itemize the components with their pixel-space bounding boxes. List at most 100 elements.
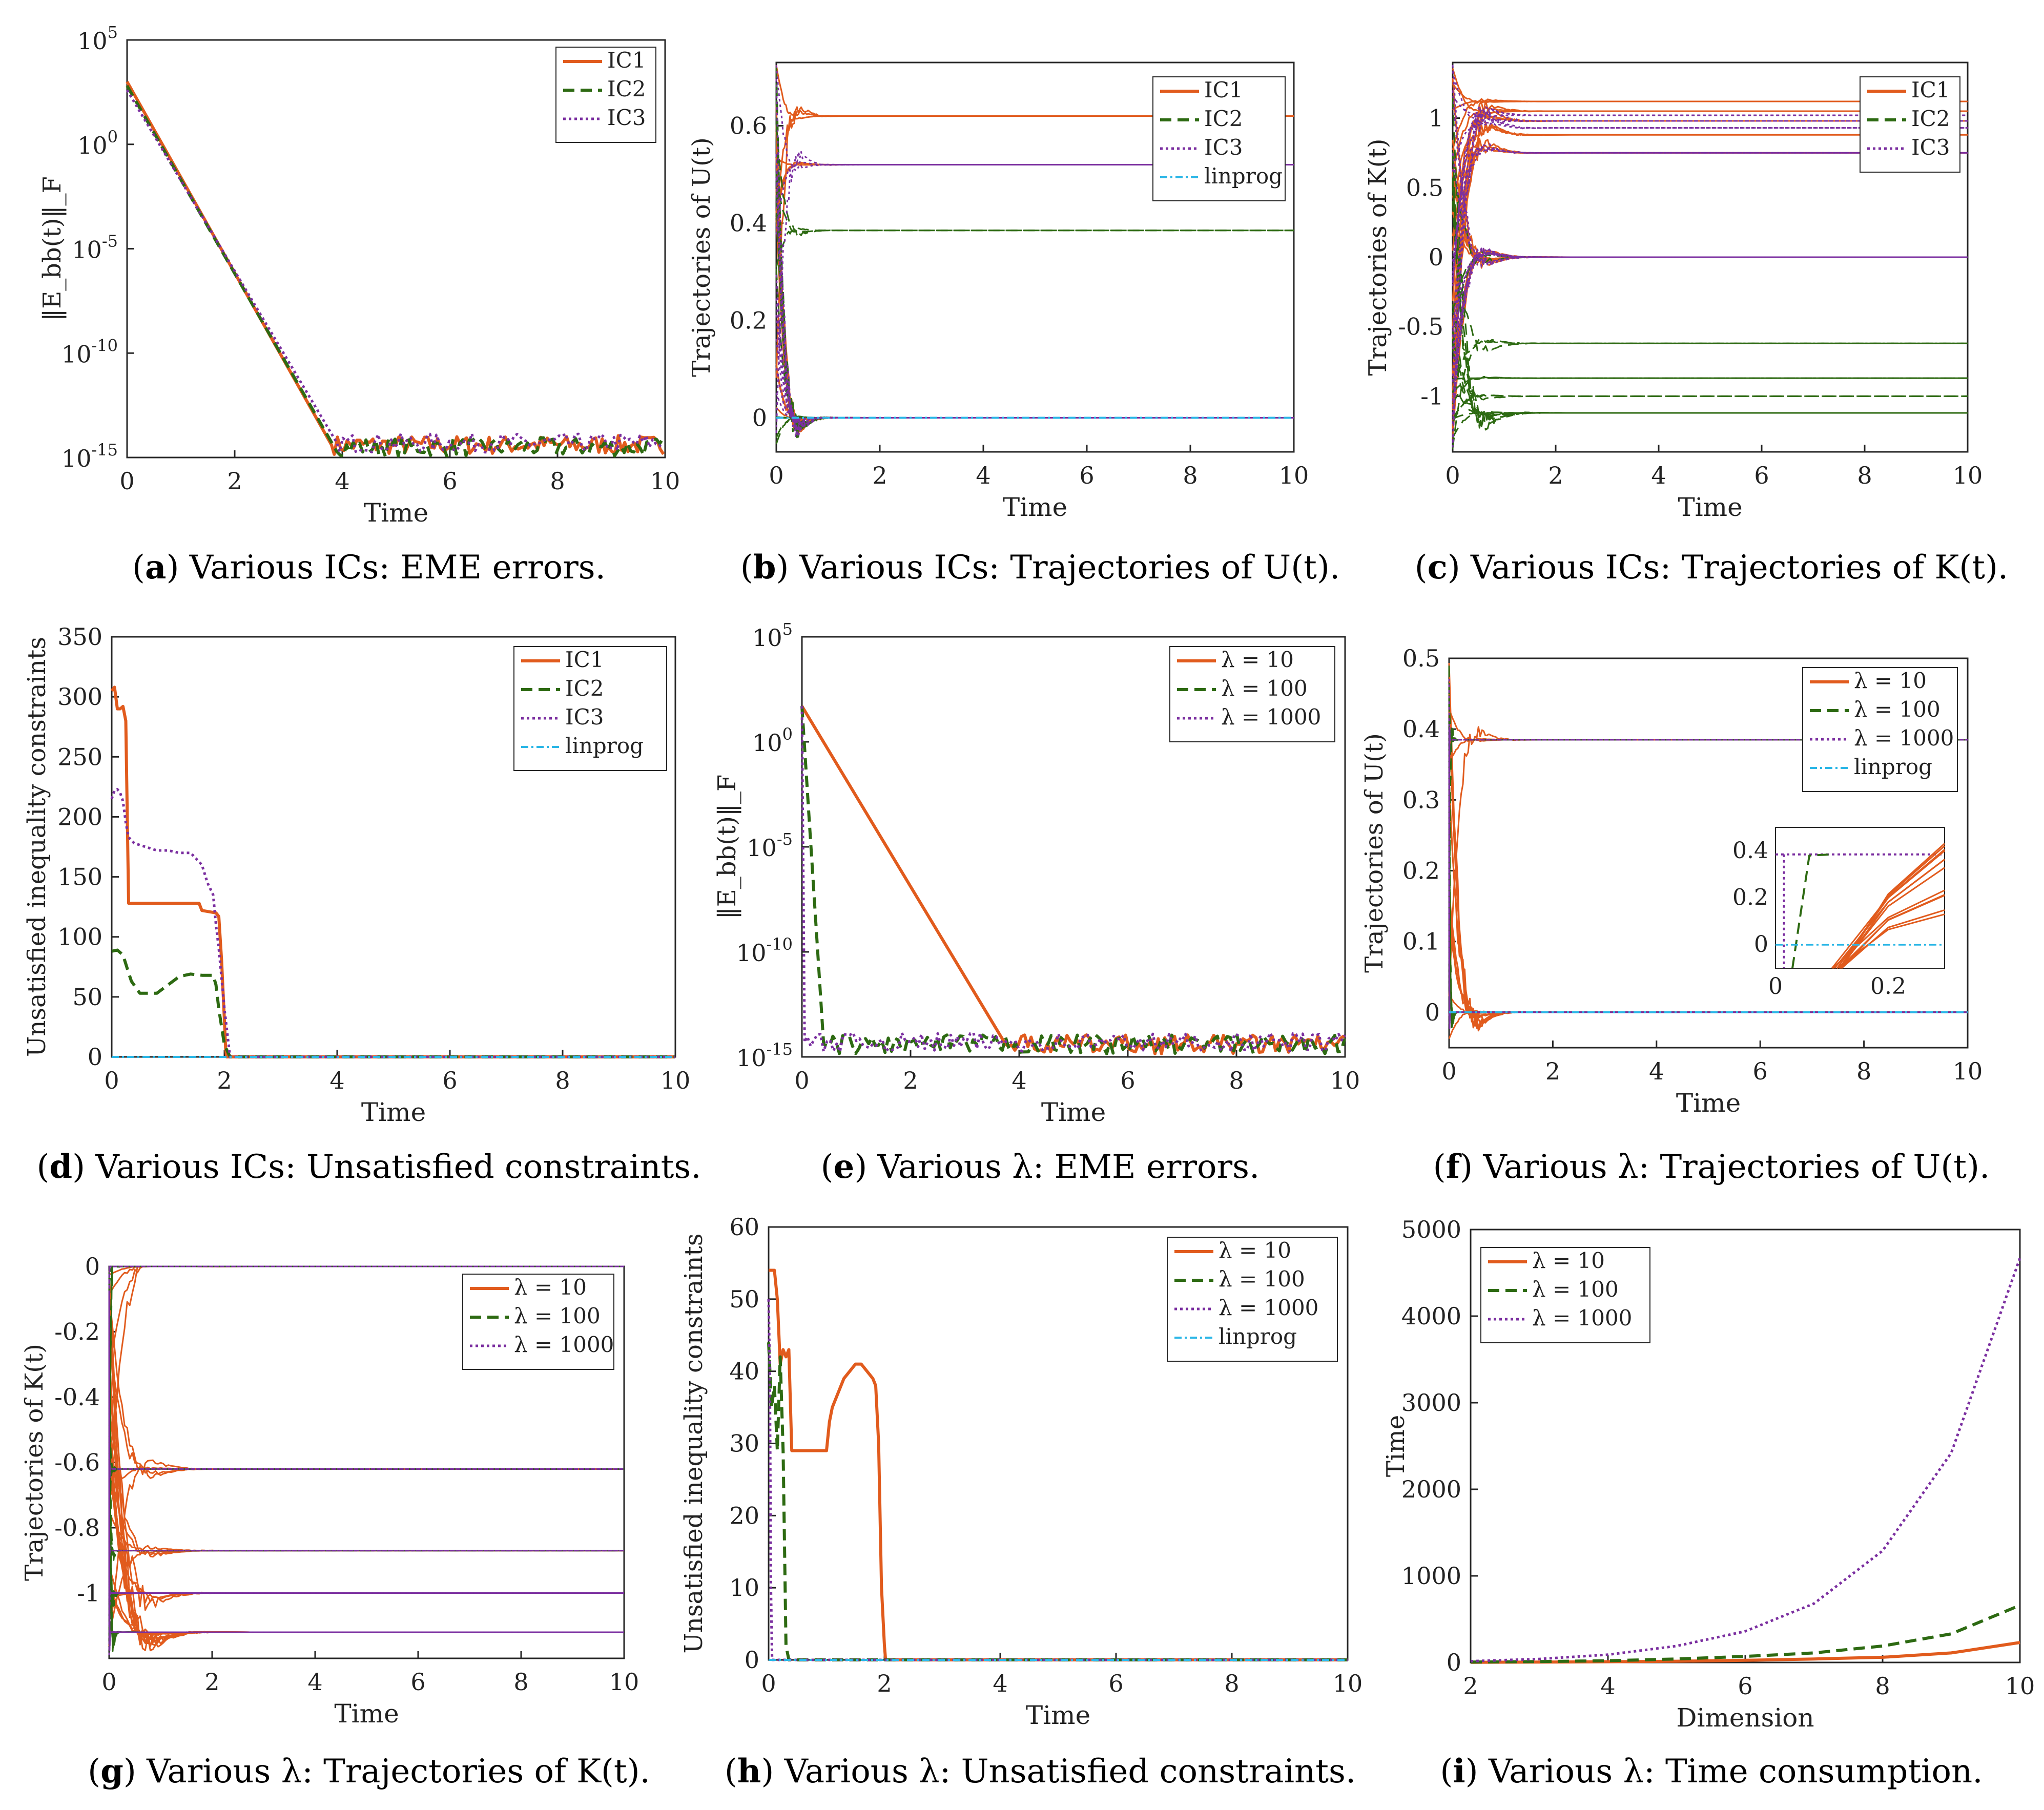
x-tick-label: 10 bbox=[1330, 1067, 1360, 1094]
x-tick-label: 2 bbox=[227, 467, 242, 495]
x-tick-label: 0 bbox=[119, 467, 134, 495]
inset-line-10 bbox=[1839, 894, 1945, 969]
legend-entry-3: λ = 1000 bbox=[1854, 725, 1954, 751]
trajectory-2 bbox=[1452, 376, 1968, 405]
trajectory-3 bbox=[1452, 71, 1968, 124]
caption-b: (b) Various ICs: Trajectories of U(t). bbox=[740, 548, 1340, 587]
plot-i: 2 4 6 8 10 0 1000 2000 3000 4000 5000 Dimension Time bbox=[1381, 1216, 2035, 1733]
trajectory-3 bbox=[1452, 143, 1968, 338]
y-tick-label: 30 bbox=[729, 1430, 759, 1458]
trajectory-3 bbox=[1452, 145, 1968, 278]
series-line-1 bbox=[126, 81, 665, 456]
y-tick-exponent: -5 bbox=[102, 232, 118, 251]
x-axis-label: Time bbox=[1678, 492, 1742, 522]
x-tick-label: 0 bbox=[761, 1670, 776, 1697]
caption-h: (h) Various λ: Unsatisfied constraints. bbox=[724, 1752, 1356, 1791]
legend-entry-3: IC3 bbox=[1911, 135, 1950, 160]
legend-entry-2: IC2 bbox=[1204, 106, 1243, 131]
x-tick-label: 2 bbox=[204, 1668, 219, 1696]
y-tick-exponent: 0 bbox=[108, 127, 118, 147]
y-tick-label: 250 bbox=[57, 743, 102, 771]
x-tick-label: 10 bbox=[660, 1067, 691, 1094]
inset-line-10 bbox=[1839, 845, 1945, 969]
x-tick-label: 8 bbox=[1875, 1672, 1890, 1700]
y-tick-label: -0.2 bbox=[54, 1318, 100, 1346]
x-tick-label: 0 bbox=[104, 1067, 119, 1094]
y-tick-label: 0 bbox=[1425, 998, 1440, 1026]
y-tick-label: 0.5 bbox=[1406, 174, 1443, 201]
inset-x-tick-label: 0 bbox=[1768, 973, 1783, 1000]
y-tick-label: 200 bbox=[57, 803, 102, 830]
legend-entry-4: linprog bbox=[1204, 163, 1283, 189]
x-tick-label: 2 bbox=[1463, 1672, 1478, 1700]
legend-box bbox=[1167, 1237, 1338, 1362]
inset-y-tick-label: 0 bbox=[1754, 931, 1768, 958]
caption-i: (i) Various λ: Time consumption. bbox=[1440, 1752, 1983, 1791]
x-tick-label: 10 bbox=[1953, 462, 1983, 489]
trajectory-3 bbox=[775, 151, 1294, 433]
y-axis-label: Trajectories of U(t) bbox=[687, 137, 716, 377]
legend-entry-1: IC1 bbox=[1204, 77, 1243, 102]
legend-entry-2: λ = 100 bbox=[1219, 1266, 1305, 1292]
y-axis-label: Trajectories of U(t) bbox=[1360, 733, 1389, 973]
x-tick-label: 8 bbox=[1856, 1057, 1871, 1085]
legend-entry-4: linprog bbox=[1219, 1324, 1297, 1349]
x-axis-label: Time bbox=[1003, 492, 1067, 522]
x-axis-label: Time bbox=[1041, 1097, 1106, 1127]
x-tick-label: 0 bbox=[794, 1067, 809, 1094]
trajectory-2 bbox=[775, 124, 1294, 236]
legend-entry-3: λ = 1000 bbox=[514, 1332, 614, 1357]
legend-entry-4: linprog bbox=[565, 733, 644, 758]
legend-g: λ = 10 λ = 100 λ = 1000 bbox=[462, 1274, 614, 1370]
caption-a: (a) Various ICs: EME errors. bbox=[132, 548, 606, 587]
y-tick-exponent: 0 bbox=[782, 724, 793, 744]
trajectory-3 bbox=[1452, 118, 1968, 172]
x-tick-label: 6 bbox=[1754, 462, 1769, 489]
trajectory-2 bbox=[1452, 377, 1968, 393]
y-tick-label: 100 bbox=[57, 923, 102, 951]
trajectory-3 bbox=[108, 1295, 624, 1480]
trajectory-3 bbox=[1452, 247, 1968, 415]
legend-entry-3: λ = 1000 bbox=[1532, 1305, 1632, 1330]
legend-entry-3: IC3 bbox=[565, 704, 604, 730]
x-axis-label: Time bbox=[361, 1097, 426, 1127]
y-tick-label: -1 bbox=[77, 1579, 100, 1607]
legend-i: λ = 10 λ = 100 λ = 1000 bbox=[1480, 1247, 1650, 1343]
series-line-3 bbox=[126, 89, 664, 454]
x-tick-label: 8 bbox=[1229, 1067, 1244, 1094]
legend-entry-3: IC3 bbox=[607, 105, 646, 130]
y-tick-label: 0.3 bbox=[1402, 786, 1440, 814]
y-tick-label: 0 bbox=[745, 1646, 759, 1674]
y-tick-label: 100 bbox=[752, 724, 793, 757]
x-tick-label: 4 bbox=[1011, 1067, 1026, 1094]
trajectory-3 bbox=[775, 367, 1294, 422]
y-tick-label: 10-5 bbox=[747, 829, 793, 862]
y-tick-label: 40 bbox=[729, 1358, 759, 1385]
series-line-2 bbox=[800, 706, 1346, 1055]
inset-line-10 bbox=[1831, 849, 1945, 969]
x-tick-label: 10 bbox=[609, 1668, 639, 1696]
x-tick-label: 10 bbox=[1279, 462, 1309, 489]
legend-box bbox=[1802, 667, 1958, 792]
caption-e: (e) Various λ: EME errors. bbox=[820, 1148, 1260, 1186]
x-tick-label: 0 bbox=[1441, 1057, 1456, 1085]
y-tick-label: 1 bbox=[1429, 105, 1443, 132]
legend-c: IC1 IC2 IC3 bbox=[1860, 76, 1960, 173]
y-tick-label: 0.2 bbox=[730, 307, 767, 335]
x-axis-label: Time bbox=[1676, 1088, 1741, 1118]
y-tick-label: 4000 bbox=[1401, 1302, 1461, 1330]
x-tick-label: 2 bbox=[903, 1067, 918, 1094]
x-tick-label: 4 bbox=[307, 1668, 322, 1696]
y-tick-exponent: -5 bbox=[777, 829, 793, 849]
legend-a: IC1 IC2 IC3 bbox=[555, 47, 656, 143]
x-tick-label: 8 bbox=[1857, 462, 1872, 489]
x-tick-label: 4 bbox=[993, 1670, 1007, 1697]
x-tick-label: 10 bbox=[1333, 1670, 1363, 1697]
legend-entry-1: λ = 10 bbox=[514, 1275, 587, 1300]
x-tick-label: 0 bbox=[769, 462, 783, 489]
caption-d: (d) Various ICs: Unsatisfied constraints… bbox=[36, 1148, 701, 1186]
legend-entry-1: λ = 10 bbox=[1854, 668, 1927, 693]
y-tick-label: 0 bbox=[85, 1253, 100, 1280]
inset-line-10 bbox=[1841, 843, 1946, 969]
